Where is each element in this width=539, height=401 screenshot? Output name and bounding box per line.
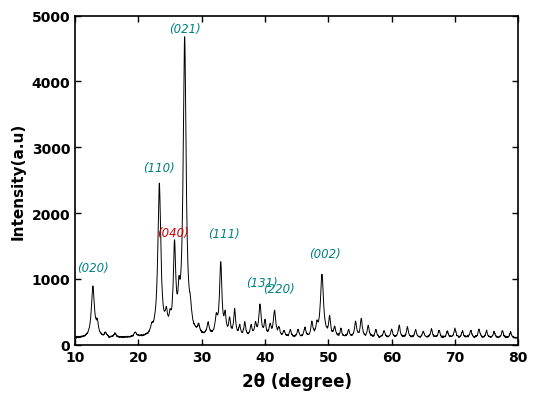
Text: (111): (111) (208, 227, 240, 241)
Text: (002): (002) (309, 248, 341, 261)
Text: (110): (110) (143, 162, 175, 175)
Text: (040): (040) (157, 227, 189, 240)
Y-axis label: Intensity(a.u): Intensity(a.u) (11, 122, 26, 239)
Text: (020): (020) (77, 261, 109, 274)
Text: (021): (021) (169, 23, 201, 36)
X-axis label: 2θ (degree): 2θ (degree) (241, 372, 351, 390)
Text: (131): (131) (246, 277, 278, 290)
Text: (220): (220) (263, 283, 295, 296)
